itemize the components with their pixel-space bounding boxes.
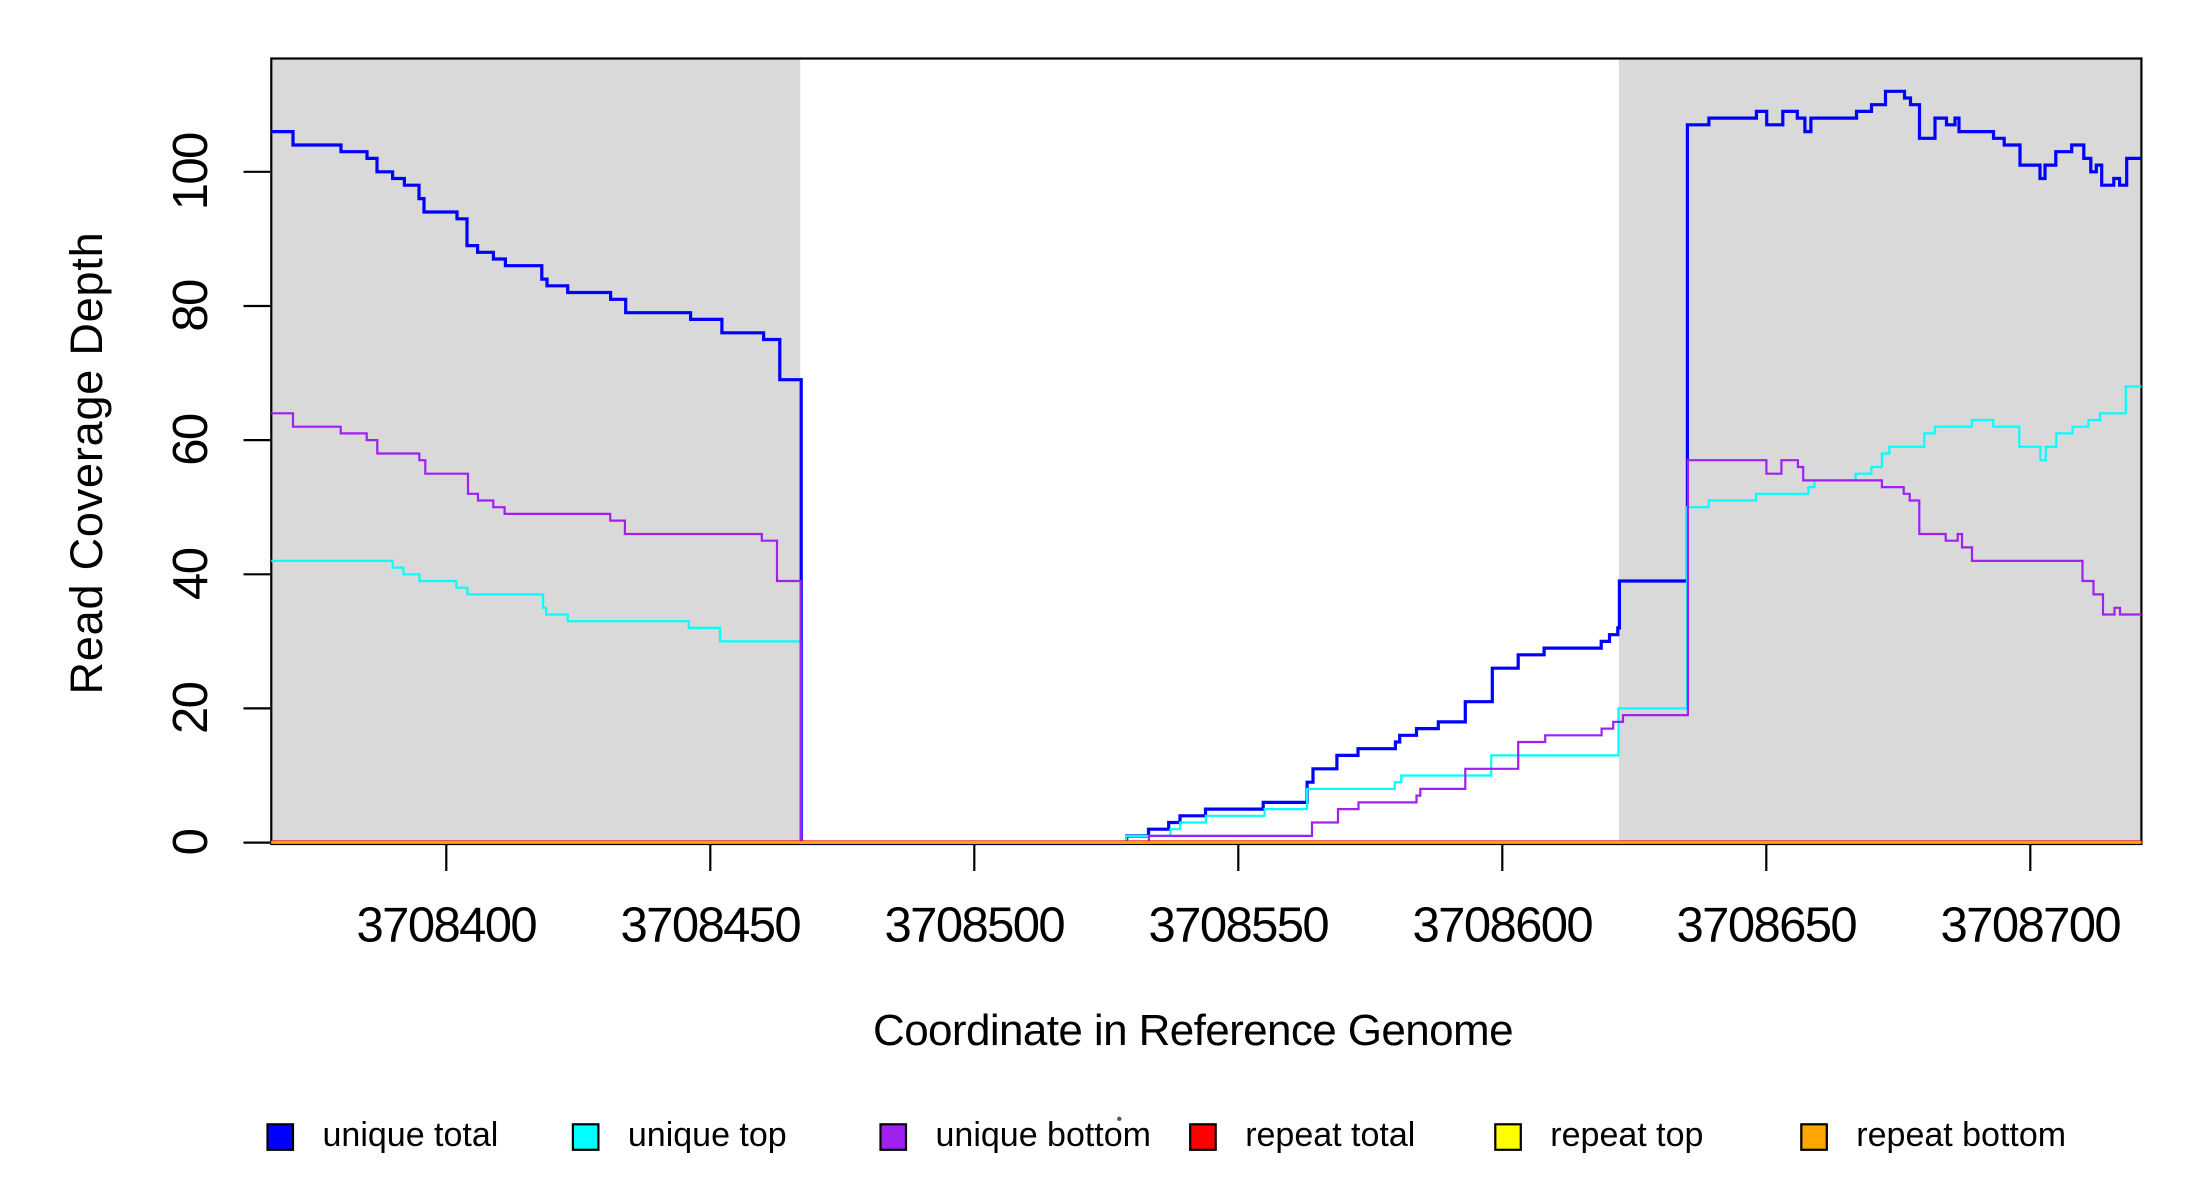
svg-text:40: 40	[164, 548, 218, 600]
svg-text:unique top: unique top	[628, 1116, 787, 1154]
svg-text:3708650: 3708650	[1677, 899, 1857, 953]
svg-text:Read Coverage Depth: Read Coverage Depth	[61, 232, 112, 695]
svg-text:100: 100	[164, 133, 218, 210]
svg-text:3708400: 3708400	[357, 899, 537, 953]
svg-text:Coordinate in Reference Genome: Coordinate in Reference Genome	[873, 1006, 1513, 1055]
svg-text:3708450: 3708450	[621, 899, 801, 953]
svg-text:repeat bottom: repeat bottom	[1856, 1116, 2066, 1154]
svg-text:3708500: 3708500	[885, 899, 1065, 953]
svg-text:unique total: unique total	[323, 1116, 499, 1154]
svg-text:20: 20	[164, 682, 218, 734]
svg-text:unique bottom: unique bottom	[936, 1116, 1152, 1154]
svg-text:3708700: 3708700	[1941, 899, 2121, 953]
svg-text:3708550: 3708550	[1149, 899, 1329, 953]
svg-text:3708600: 3708600	[1413, 899, 1593, 953]
svg-text:60: 60	[164, 414, 218, 466]
svg-text:0: 0	[164, 829, 218, 855]
svg-text:80: 80	[164, 280, 218, 332]
svg-text:repeat top: repeat top	[1550, 1116, 1703, 1154]
svg-text:repeat total: repeat total	[1245, 1116, 1415, 1154]
